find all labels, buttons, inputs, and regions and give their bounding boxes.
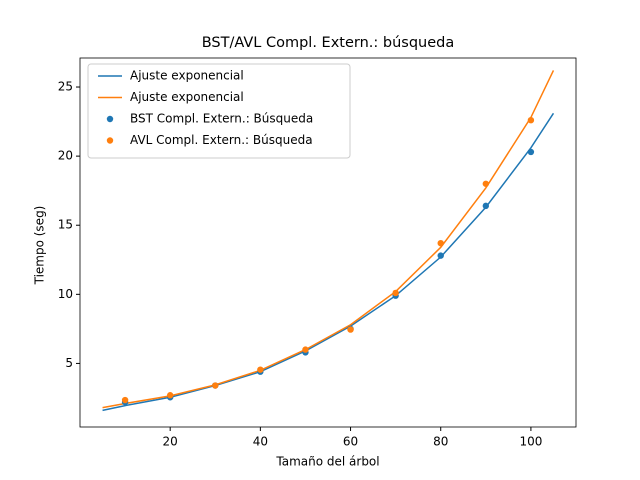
scatter-point [437,239,444,247]
fit-line [102,70,555,409]
y-axis-label: Tiempo (seg) [33,206,47,286]
legend-label: BST Compl. Extern.: Búsqueda [130,112,313,126]
x-tick-label: 20 [163,435,178,449]
legend-label: AVL Compl. Extern.: Búsqueda [130,133,313,147]
y-tick-label: 25 [58,80,73,94]
legend-label: Ajuste exponencial [130,90,244,104]
scatter-point [347,326,354,333]
scatter-point [527,148,535,156]
x-tick-label: 60 [343,435,358,449]
scatter-point [392,289,399,297]
scatter-point [437,252,444,259]
scatter-point [482,180,490,187]
scatter-point [212,382,219,389]
scatter-point [166,392,174,399]
scatter-point [121,396,129,404]
plot-frame [79,57,577,428]
x-tick-label: 100 [519,435,542,449]
y-tick-label: 15 [58,218,73,232]
scatter-point [482,202,490,210]
y-tick-label: 20 [58,149,73,163]
chart-title: BST/AVL Compl. Extern.: búsqueda [202,35,455,51]
fit-line [102,112,555,412]
legend-box [87,63,351,159]
x-tick-label: 80 [433,435,448,449]
legend-swatch [106,115,114,123]
y-tick-label: 10 [58,287,73,301]
scatter-point [302,346,309,353]
legend-label: Ajuste exponencial [130,69,244,83]
x-tick-label: 40 [253,435,268,449]
legend-swatch [106,137,114,144]
y-tick-label: 5 [65,356,73,370]
scatter-point [257,366,264,373]
x-axis-label: Tamaño del árbol [275,455,379,469]
scatter-point [527,116,535,124]
